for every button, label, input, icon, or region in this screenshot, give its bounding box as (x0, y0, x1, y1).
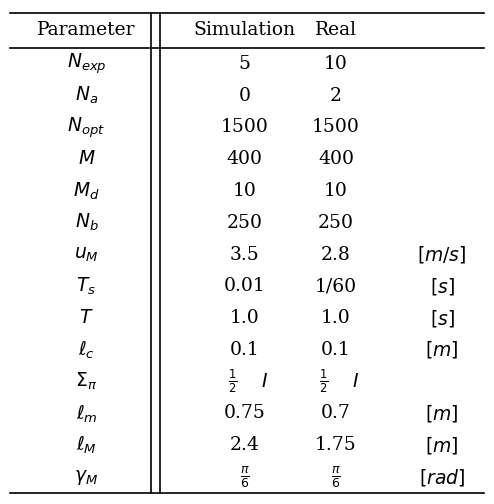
Text: $[s]$: $[s]$ (430, 307, 454, 329)
Text: 250: 250 (227, 214, 262, 232)
Text: $[rad]$: $[rad]$ (419, 467, 465, 487)
Text: $N_b$: $N_b$ (75, 212, 98, 233)
Text: $\gamma_M$: $\gamma_M$ (75, 468, 98, 486)
Text: 3.5: 3.5 (230, 245, 259, 264)
Text: $M$: $M$ (78, 150, 95, 168)
Text: 400: 400 (318, 150, 354, 168)
Text: $N_{opt}$: $N_{opt}$ (68, 115, 105, 140)
Text: $\ell_c$: $\ell_c$ (78, 339, 95, 361)
Text: 1.75: 1.75 (315, 436, 357, 454)
Text: $\frac{1}{2}$: $\frac{1}{2}$ (228, 368, 237, 395)
Text: 0: 0 (239, 87, 250, 104)
Text: Simulation: Simulation (194, 21, 295, 39)
Text: $[m/s]$: $[m/s]$ (417, 244, 467, 265)
Text: $\frac{\pi}{6}$: $\frac{\pi}{6}$ (331, 464, 341, 490)
Text: 2: 2 (330, 87, 342, 104)
Text: $[s]$: $[s]$ (430, 276, 454, 297)
Text: Real: Real (315, 21, 357, 39)
Text: 10: 10 (324, 182, 348, 200)
Text: $\ell_m$: $\ell_m$ (76, 402, 97, 424)
Text: $N_a$: $N_a$ (75, 85, 98, 106)
Text: $\frac{1}{2}$: $\frac{1}{2}$ (319, 368, 328, 395)
Text: 1.0: 1.0 (230, 309, 259, 327)
Text: $T$: $T$ (79, 309, 94, 327)
Text: 2.4: 2.4 (230, 436, 259, 454)
Text: $[m]$: $[m]$ (425, 435, 459, 456)
Text: $\frac{\pi}{6}$: $\frac{\pi}{6}$ (240, 464, 249, 490)
Text: $T_s$: $T_s$ (77, 276, 96, 297)
Text: $\ell_M$: $\ell_M$ (76, 434, 97, 457)
Text: 0.7: 0.7 (321, 404, 351, 422)
Text: 0.01: 0.01 (224, 277, 265, 295)
Text: 1500: 1500 (221, 118, 268, 137)
Text: 0.1: 0.1 (230, 341, 259, 359)
Text: $[m]$: $[m]$ (425, 339, 459, 360)
Text: 1/60: 1/60 (315, 277, 357, 295)
Text: $I$: $I$ (261, 372, 268, 391)
Text: 10: 10 (233, 182, 256, 200)
Text: Parameter: Parameter (37, 21, 136, 39)
Text: $[m]$: $[m]$ (425, 403, 459, 424)
Text: 5: 5 (239, 55, 250, 73)
Text: 0.1: 0.1 (321, 341, 351, 359)
Text: $I$: $I$ (352, 372, 359, 391)
Text: 400: 400 (227, 150, 262, 168)
Text: 10: 10 (324, 55, 348, 73)
Text: $N_{exp}$: $N_{exp}$ (67, 51, 106, 76)
Text: $M_d$: $M_d$ (73, 180, 100, 202)
Text: 1500: 1500 (312, 118, 360, 137)
Text: 1.0: 1.0 (321, 309, 351, 327)
Text: $u_M$: $u_M$ (74, 245, 99, 264)
Text: 2.8: 2.8 (321, 245, 351, 264)
Text: 0.75: 0.75 (224, 404, 265, 422)
Text: 250: 250 (318, 214, 354, 232)
Text: $\Sigma_\pi$: $\Sigma_\pi$ (76, 371, 97, 392)
